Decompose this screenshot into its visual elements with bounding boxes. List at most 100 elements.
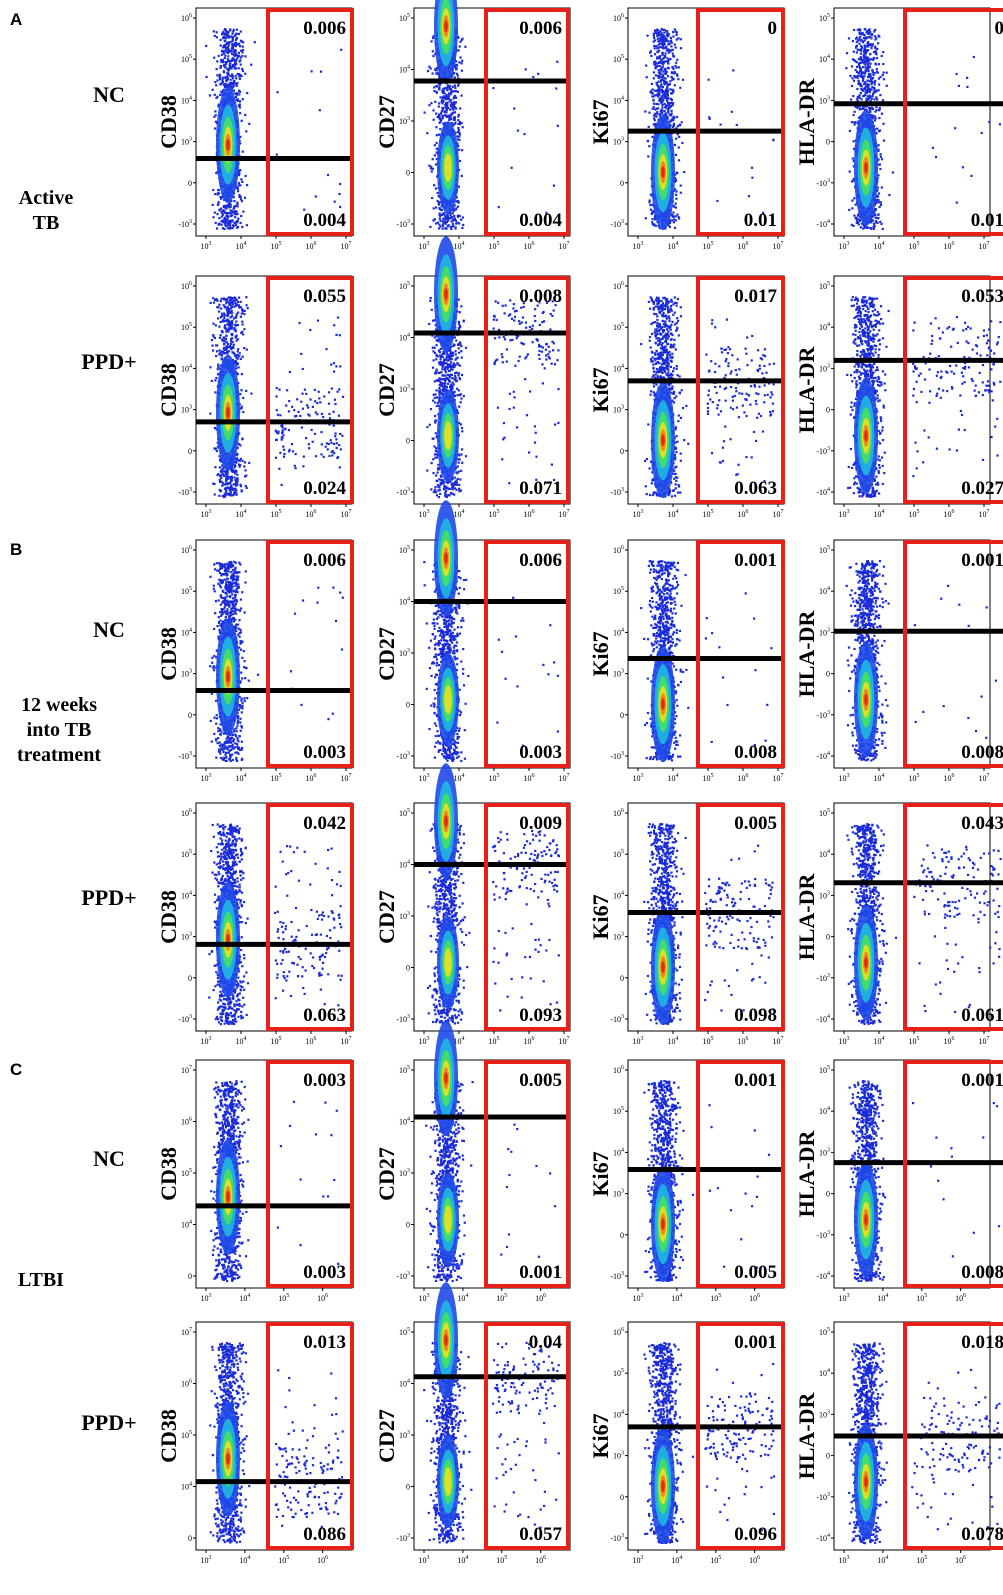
y-tick-label: 104 <box>181 95 192 105</box>
y-tick-label: 105 <box>819 13 830 23</box>
density-core <box>444 815 448 828</box>
y-axis-label: HLA-DR <box>794 1130 819 1218</box>
x-tick-label: 105 <box>271 773 282 783</box>
x-tick-label: 103 <box>633 773 644 783</box>
x-tick-label: 107 <box>979 241 990 251</box>
y-tick-label: -103 <box>610 751 624 761</box>
y-tick-label: 103 <box>399 1168 410 1178</box>
y-tick-label: 105 <box>819 1065 830 1075</box>
x-tick-label: 106 <box>955 1293 966 1303</box>
x-tick-label: 105 <box>271 509 282 519</box>
density-core <box>864 693 868 706</box>
gate-percent-top: 0.005 <box>519 1070 562 1091</box>
condition-label: NC <box>74 1146 144 1172</box>
x-tick-label: 107 <box>341 1036 352 1046</box>
y-tick-label: 0 <box>826 138 830 147</box>
x-tick-label: 107 <box>773 509 784 519</box>
x-tick-label: 105 <box>496 1293 507 1303</box>
condition-label: PPD+ <box>74 885 144 911</box>
y-tick-label: -103 <box>816 1492 830 1502</box>
gate-percent-top: 0 <box>768 18 778 39</box>
y-axis-label: CD38 <box>156 95 181 149</box>
y-tick-label: 103 <box>819 890 830 900</box>
x-tick-label: 104 <box>671 1293 682 1303</box>
y-tick-label: -103 <box>610 487 624 497</box>
positive-gate <box>484 1322 570 1550</box>
gate-percent-bottom: 0.008 <box>734 742 777 763</box>
flow-panel-cd38-a-nc: CD38 -103 0 103 104 105 106 103 104 105 106 107 0.00… <box>156 7 354 251</box>
x-tick-label: 103 <box>633 1036 644 1046</box>
condition-label: NC <box>74 617 144 643</box>
x-tick-label: 103 <box>419 509 430 519</box>
positive-gate <box>266 803 354 1031</box>
x-tick-label: 106 <box>317 1293 328 1303</box>
y-tick-label: -103 <box>396 219 410 229</box>
x-tick-label: 103 <box>839 241 850 251</box>
x-tick-label: 107 <box>559 773 570 783</box>
y-tick-label: 105 <box>819 281 830 291</box>
y-tick-label: 0 <box>620 711 624 720</box>
y-axis-label: HLA-DR <box>794 873 819 961</box>
y-tick-label: -103 <box>610 1271 624 1281</box>
gate-percent-top: 0.006 <box>519 550 562 571</box>
x-tick-label: 103 <box>839 509 850 519</box>
y-tick-label: 105 <box>399 281 410 291</box>
gate-percent-bottom: 0.093 <box>519 1005 562 1026</box>
flow-panel-ki67-b-ppd: Ki67 -103 0 103 104 105 106 103 104 105 106 107 0.00… <box>588 802 785 1046</box>
gate-percent-top: 0.001 <box>734 550 777 571</box>
density-core <box>444 685 452 714</box>
x-tick-label: 103 <box>201 509 212 519</box>
positive-gate <box>484 276 570 504</box>
x-tick-label: 106 <box>955 1555 966 1565</box>
positive-gate <box>266 1322 354 1550</box>
y-tick-label: 103 <box>613 1189 624 1199</box>
x-tick-label: 104 <box>668 241 679 251</box>
group-label: into TB <box>4 718 114 743</box>
x-tick-label: 105 <box>703 509 714 519</box>
y-tick-label: 104 <box>613 1409 624 1419</box>
y-axis-label: HLA-DR <box>794 346 819 434</box>
y-tick-label: 105 <box>399 13 410 23</box>
x-tick-label: 104 <box>454 241 465 251</box>
y-tick-label: 103 <box>181 137 192 147</box>
flow-panel-cd38-c-ppd: CD38 0 104 105 106 107 103 104 105 106 0.013 0.086 <box>156 1321 354 1565</box>
y-tick-label: 0 <box>406 701 410 710</box>
y-tick-label: 104 <box>399 65 410 75</box>
density-core <box>226 138 230 151</box>
x-tick-label: 105 <box>703 241 714 251</box>
x-tick-label: 106 <box>944 509 955 519</box>
y-tick-label: 0 <box>406 169 410 178</box>
y-tick-label: 104 <box>181 1482 192 1492</box>
y-tick-label: 103 <box>181 669 192 679</box>
plot-frame <box>627 539 785 769</box>
gate-percent-bottom: 0.008 <box>961 742 1003 763</box>
x-tick-label: 103 <box>419 1555 430 1565</box>
gate-percent-top: 0.04 <box>529 1332 563 1353</box>
x-tick-label: 107 <box>979 1036 990 1046</box>
y-axis-label: HLA-DR <box>794 610 819 698</box>
y-tick-label: 106 <box>181 13 192 23</box>
y-tick-label: 103 <box>399 116 410 126</box>
y-tick-label: 0 <box>188 1272 192 1281</box>
x-tick-label: 107 <box>773 241 784 251</box>
gate-percent-top: 0.006 <box>303 550 346 571</box>
x-tick-label: 104 <box>877 1555 888 1565</box>
y-tick-label: 106 <box>613 808 624 818</box>
y-tick-label: 0 <box>826 933 830 942</box>
density-core <box>444 1205 452 1234</box>
y-tick-label: 105 <box>819 1327 830 1337</box>
y-tick-label: -103 <box>178 487 192 497</box>
y-tick-label: 105 <box>613 54 624 64</box>
x-tick-label: 107 <box>559 1036 570 1046</box>
x-tick-label: 103 <box>201 1293 212 1303</box>
gate-percent-bottom: 0.027 <box>961 478 1003 499</box>
x-tick-label: 105 <box>916 1555 927 1565</box>
y-tick-label: 106 <box>613 281 624 291</box>
plot-frame <box>627 275 785 505</box>
gate-percent-top: 0.006 <box>519 18 562 39</box>
x-tick-label: 105 <box>278 1293 289 1303</box>
density-core <box>661 698 665 711</box>
gate-percent-bottom: 0.057 <box>519 1524 562 1545</box>
y-tick-label: -103 <box>178 1014 192 1024</box>
